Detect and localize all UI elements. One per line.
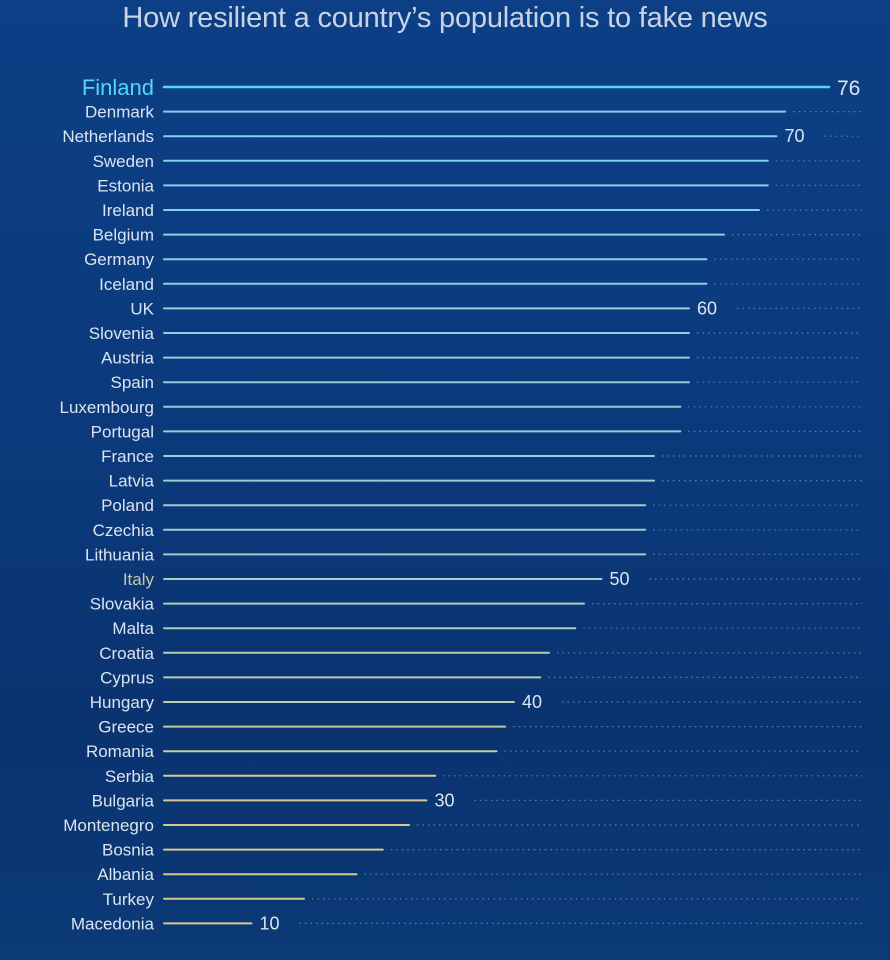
category-label: Latvia xyxy=(109,472,155,491)
category-label: Poland xyxy=(101,496,154,515)
category-label: Finland xyxy=(82,75,154,100)
category-label: Germany xyxy=(84,250,154,269)
category-label: Greece xyxy=(98,718,154,737)
value-label: 30 xyxy=(435,790,455,810)
category-label: UK xyxy=(130,299,154,318)
category-label: Austria xyxy=(101,349,154,368)
category-label: Sweden xyxy=(93,152,154,171)
value-label: 40 xyxy=(522,692,542,712)
category-label: Turkey xyxy=(103,890,155,909)
category-label: Denmark xyxy=(85,103,154,122)
category-label: Estonia xyxy=(97,176,154,195)
category-label: Bosnia xyxy=(102,841,155,860)
category-label: Albania xyxy=(97,865,154,884)
category-label: Italy xyxy=(123,570,155,589)
value-label: 10 xyxy=(260,913,280,933)
category-label: Netherlands xyxy=(62,127,154,146)
category-label: Slovakia xyxy=(90,595,155,614)
category-label: Lithuania xyxy=(85,545,155,564)
chart-subtitle: How resilient a country’s population is … xyxy=(122,2,768,34)
value-label: 50 xyxy=(610,569,630,589)
value-label: 76 xyxy=(837,77,860,100)
category-label: France xyxy=(101,447,154,466)
value-label: 60 xyxy=(697,298,717,318)
category-label: Croatia xyxy=(99,644,154,663)
category-label: Macedonia xyxy=(71,914,155,933)
category-label: Malta xyxy=(112,619,154,638)
category-label: Czechia xyxy=(93,521,155,540)
category-label: Cyprus xyxy=(100,668,154,687)
category-label: Portugal xyxy=(91,422,154,441)
value-label: 70 xyxy=(785,126,805,146)
category-label: Slovenia xyxy=(89,324,155,343)
category-label: Montenegro xyxy=(63,816,154,835)
category-label: Iceland xyxy=(99,275,154,294)
category-label: Belgium xyxy=(93,226,154,245)
category-label: Ireland xyxy=(102,201,154,220)
category-label: Luxembourg xyxy=(59,398,154,417)
category-label: Hungary xyxy=(90,693,155,712)
category-label: Romania xyxy=(86,742,155,761)
category-label: Spain xyxy=(111,373,154,392)
category-label: Serbia xyxy=(105,767,155,786)
category-label: Bulgaria xyxy=(92,791,155,810)
